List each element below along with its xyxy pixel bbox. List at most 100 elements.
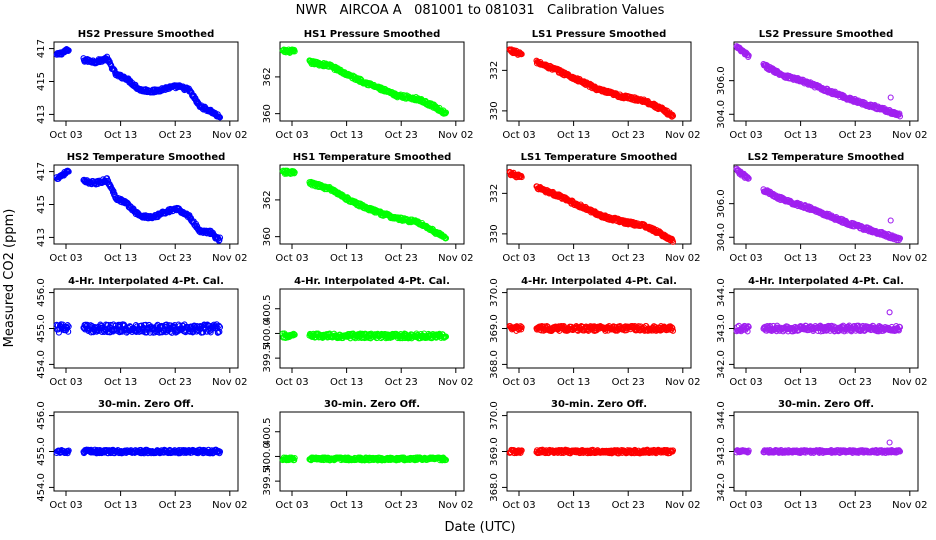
x-tick-label: Oct 13 <box>104 500 137 511</box>
data-point <box>65 47 72 54</box>
x-tick-label: Oct 23 <box>612 500 645 511</box>
x-tick-label: Oct 03 <box>49 377 82 388</box>
x-tick-label: Oct 23 <box>839 377 872 388</box>
x-tick-label: Oct 03 <box>275 377 308 388</box>
outlier-point <box>887 217 894 224</box>
x-tick-label: Oct 23 <box>839 253 872 264</box>
data-point <box>110 188 117 195</box>
data-point <box>669 325 676 332</box>
x-tick-label: Nov 02 <box>438 253 473 264</box>
y-tick-label: 306.0 <box>716 189 727 218</box>
outlier-point <box>887 94 894 101</box>
data-points <box>506 46 677 120</box>
panel-title: HS2 Pressure Smoothed <box>78 29 214 40</box>
plot-frame <box>279 288 465 369</box>
data-point <box>745 175 752 182</box>
x-tick-label: Nov 02 <box>665 377 700 388</box>
data-point <box>896 235 904 242</box>
x-axis-label: Date (UTC) <box>444 520 515 535</box>
y-tick-label: 360 <box>262 227 273 246</box>
plot-frame <box>279 411 465 492</box>
data-points <box>733 165 904 244</box>
x-tick-label: Oct 23 <box>159 500 192 511</box>
panel-title: HS1 Temperature Smoothed <box>293 152 452 163</box>
data-points <box>53 46 224 121</box>
x-tick-label: Oct 03 <box>49 253 82 264</box>
data-point <box>896 448 904 455</box>
x-tick-label: Oct 13 <box>784 130 817 141</box>
y-tick-label: 304.0 <box>716 223 727 252</box>
y-tick-label: 413 <box>36 105 47 124</box>
x-tick-label: Oct 13 <box>104 377 137 388</box>
x-tick-label: Nov 02 <box>438 500 473 511</box>
data-point <box>216 324 224 331</box>
y-tick-label: 343.0 <box>716 437 727 466</box>
y-tick-label: 370.0 <box>489 278 500 307</box>
x-tick-label: Nov 02 <box>665 253 700 264</box>
data-point <box>103 53 111 60</box>
data-point <box>518 324 525 331</box>
data-points <box>53 446 224 457</box>
panel-title: HS2 Temperature Smoothed <box>67 152 226 163</box>
x-tick-label: Oct 03 <box>502 377 535 388</box>
y-tick-label: 454.0 <box>36 473 47 502</box>
y-tick-label: 342.0 <box>716 350 727 379</box>
data-point <box>518 174 525 181</box>
y-tick-label: 362 <box>262 190 273 209</box>
x-tick-label: Oct 23 <box>839 130 872 141</box>
x-tick-label: Oct 03 <box>275 500 308 511</box>
x-tick-label: Nov 02 <box>892 130 927 141</box>
data-points <box>733 309 904 335</box>
y-tick-label: 344.0 <box>716 401 727 430</box>
y-tick-label: 400.0 <box>262 319 273 348</box>
x-tick-label: Oct 13 <box>557 130 590 141</box>
data-point <box>745 447 752 454</box>
data-point <box>895 327 902 334</box>
x-tick-label: Oct 13 <box>330 253 363 264</box>
y-tick-label: 330 <box>489 224 500 243</box>
x-tick-label: Oct 03 <box>502 500 535 511</box>
y-tick-label: 400.0 <box>262 442 273 471</box>
x-tick-label: Oct 13 <box>330 377 363 388</box>
data-point <box>105 177 112 184</box>
plot-frame <box>733 164 919 245</box>
panel-title: 30-min. Zero Off. <box>551 399 647 410</box>
x-tick-label: Oct 23 <box>159 253 192 264</box>
x-tick-label: Oct 03 <box>502 253 535 264</box>
data-point <box>65 168 72 175</box>
data-point <box>291 48 298 55</box>
y-tick-label: 368.0 <box>489 473 500 502</box>
y-tick-label: 417 <box>36 162 47 181</box>
x-tick-label: Oct 23 <box>385 500 418 511</box>
x-tick-label: Nov 02 <box>665 130 700 141</box>
y-tick-label: 304.0 <box>716 100 727 129</box>
data-point <box>669 447 677 454</box>
y-tick-label: 370.0 <box>489 401 500 430</box>
panel-title: HS1 Pressure Smoothed <box>304 29 440 40</box>
y-tick-label: 332 <box>489 184 500 203</box>
x-tick-label: Oct 23 <box>839 500 872 511</box>
y-tick-label: 344.0 <box>716 278 727 307</box>
data-point <box>669 112 677 119</box>
figure-title: NWR AIRCOA A 081001 to 081031 Calibratio… <box>296 3 665 18</box>
x-tick-label: Oct 13 <box>330 500 363 511</box>
x-tick-label: Nov 02 <box>212 130 247 141</box>
x-tick-label: Nov 02 <box>892 253 927 264</box>
panel-title: LS2 Pressure Smoothed <box>759 29 893 40</box>
data-point <box>745 323 752 330</box>
y-tick-label: 399.5 <box>262 467 273 496</box>
x-tick-label: Oct 23 <box>385 130 418 141</box>
y-tick-label: 342.0 <box>716 473 727 502</box>
x-tick-label: Oct 13 <box>784 500 817 511</box>
data-point <box>745 52 752 59</box>
panel-title: 4-Hr. Interpolated 4-Pt. Cal. <box>521 276 677 287</box>
plot-frame <box>279 41 465 122</box>
x-tick-label: Oct 23 <box>385 377 418 388</box>
data-point <box>518 51 525 58</box>
panel-title: LS1 Pressure Smoothed <box>532 29 666 40</box>
panel-title: 30-min. Zero Off. <box>324 399 420 410</box>
y-tick-label: 362 <box>262 67 273 86</box>
